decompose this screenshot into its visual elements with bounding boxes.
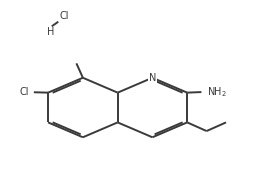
Text: NH$_2$: NH$_2$: [207, 85, 227, 98]
Text: H: H: [47, 27, 54, 37]
Text: N: N: [149, 73, 156, 83]
Text: Cl: Cl: [19, 87, 29, 97]
Text: Cl: Cl: [60, 11, 69, 21]
